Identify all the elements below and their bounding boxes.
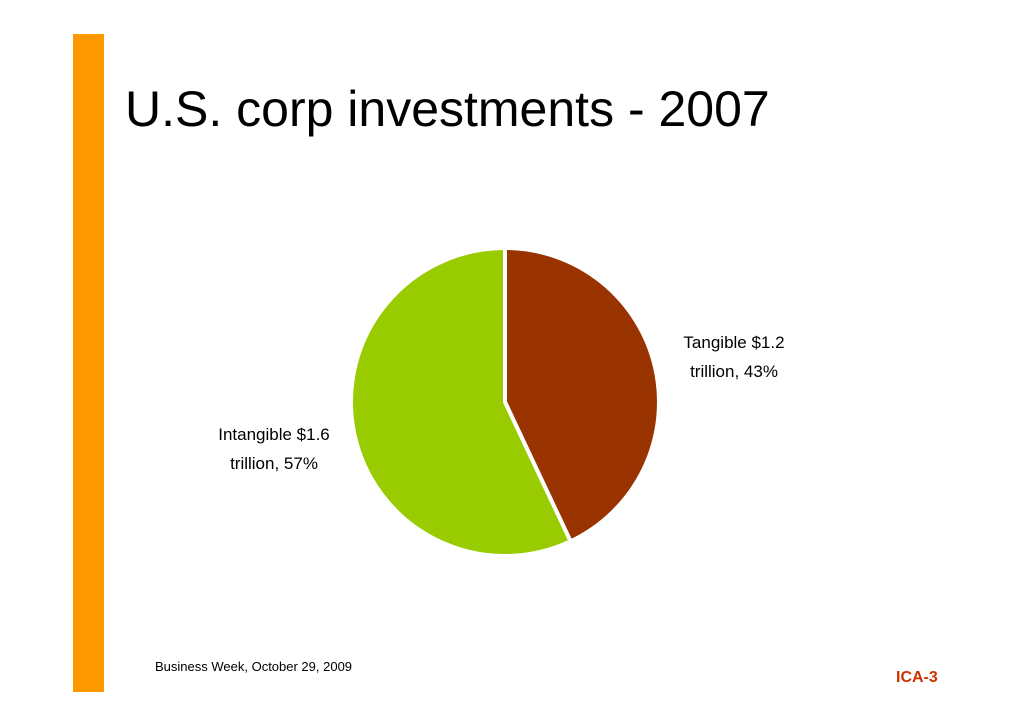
source-note: Business Week, October 29, 2009	[155, 659, 353, 674]
slide-title: U.S. corp investments - 2007	[125, 81, 770, 137]
pie-slice-intangible	[349, 246, 573, 558]
pie-slices	[349, 246, 661, 558]
pie-slice-tangible	[503, 246, 661, 544]
slice-label-intangible-line1: Intangible $1.6	[218, 425, 330, 444]
slice-label-tangible-line1: Tangible $1.2	[683, 333, 784, 352]
slide-id: ICA-3	[896, 669, 938, 686]
accent-bar	[73, 34, 104, 692]
slice-label-tangible-line2: trillion, 43%	[690, 362, 778, 381]
slice-label-intangible-line2: trillion, 57%	[230, 454, 318, 473]
